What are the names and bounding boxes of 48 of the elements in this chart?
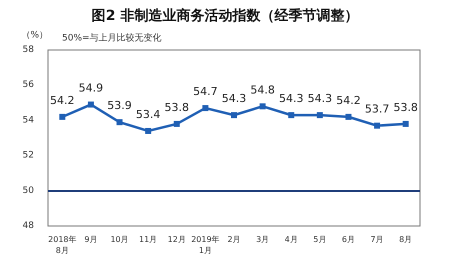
x-tick-label: 11月	[139, 235, 158, 244]
data-label: 54.2	[336, 94, 361, 107]
point	[145, 128, 152, 134]
data-label: 54.3	[278, 92, 304, 106]
data-label: 53.8	[393, 100, 418, 114]
y-tick-label: 52	[22, 150, 34, 161]
point	[260, 103, 266, 110]
point	[374, 122, 380, 129]
x-tick-label: 2018年 8月	[48, 235, 76, 255]
point	[345, 114, 352, 120]
point	[402, 120, 409, 127]
x-tick-label: 4月	[284, 235, 298, 244]
data-label: 54.9	[78, 82, 104, 95]
data-label: 54.7	[193, 85, 218, 98]
data-label: 53.9	[107, 99, 132, 112]
data-label: 53.4	[136, 108, 160, 121]
data-label: 54.2	[50, 94, 75, 107]
x-tick-label: 10月	[110, 235, 129, 244]
y-tick-label: 48	[22, 221, 34, 231]
text: 50%=与上月比较无变化	[62, 32, 162, 44]
x-tick-label: 2月	[227, 235, 241, 244]
data-label: 54.3	[308, 92, 332, 106]
x-tick-label: 6月	[342, 235, 356, 244]
chart-title: 图2 非制造业商务活动指数（经季节调整）	[92, 7, 358, 24]
y-tick-label: 58	[22, 45, 34, 55]
y-tick-label: 50	[22, 186, 34, 196]
data-label: 54.8	[250, 83, 275, 96]
x-tick-label: 3月	[256, 235, 270, 244]
y-tick-label: 56	[22, 80, 34, 90]
point	[202, 105, 208, 112]
y-axis-title: （%）	[21, 30, 48, 40]
x-tick-label: 12月	[168, 235, 186, 244]
data-label: 53.7	[364, 102, 390, 116]
point	[88, 102, 94, 108]
x-tick-label: 2019年 1月	[191, 235, 220, 255]
point	[174, 120, 180, 127]
data-label: 53.8	[164, 100, 190, 114]
x-tick-label: 5月	[313, 235, 326, 244]
x-tick-label: 8月	[399, 235, 412, 244]
x-tick-label: 7月	[370, 235, 384, 244]
point	[231, 112, 237, 118]
point	[316, 112, 323, 118]
data-label: 54.3	[222, 92, 246, 106]
point	[116, 119, 123, 126]
point	[59, 114, 66, 120]
point	[288, 112, 294, 118]
x-tick-label: 9月	[84, 235, 98, 244]
y-tick-label: 54	[22, 115, 34, 126]
